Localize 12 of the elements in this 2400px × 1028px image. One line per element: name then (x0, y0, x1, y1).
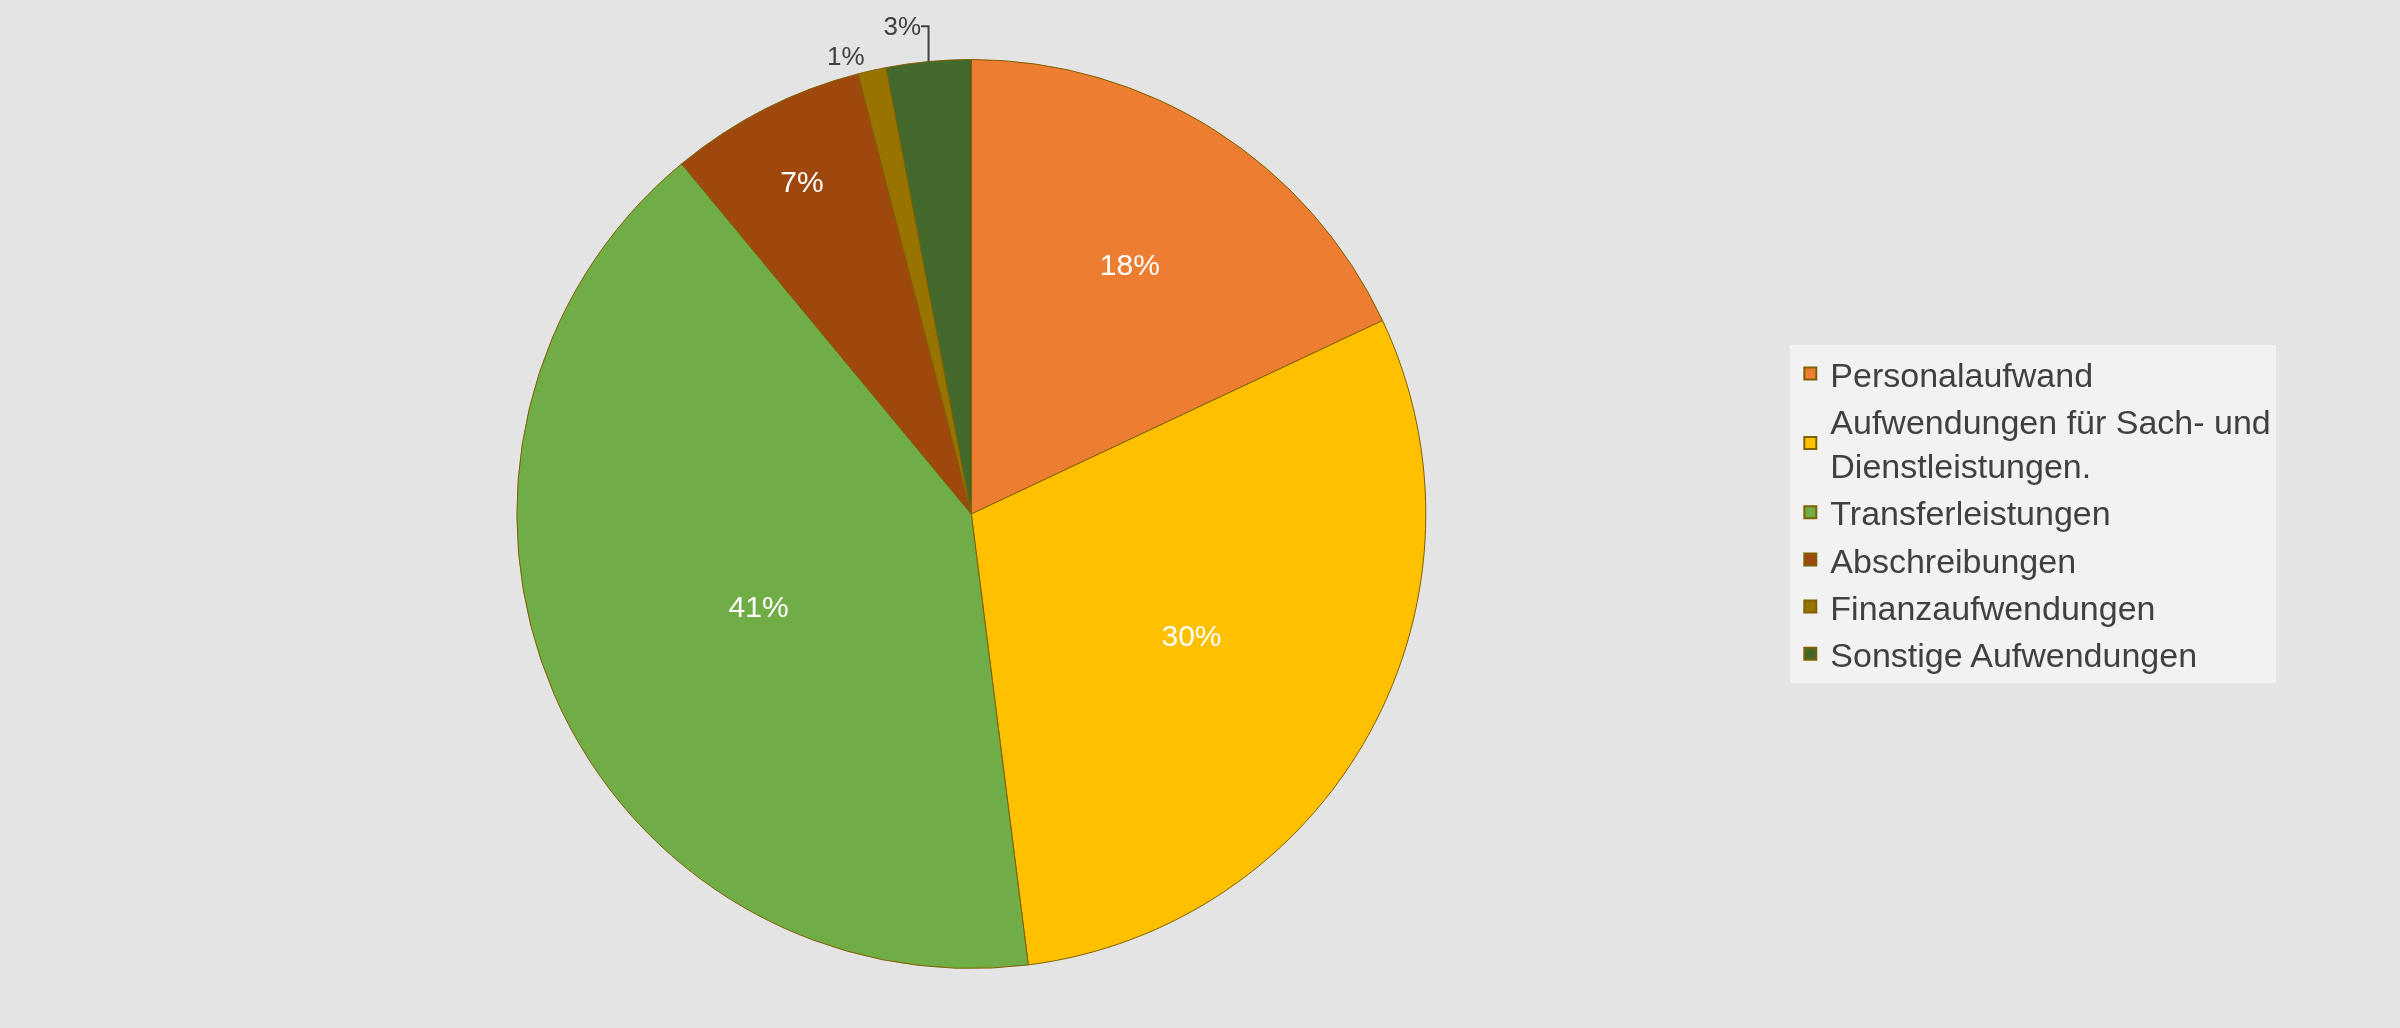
data-label: 30% (1161, 618, 1222, 652)
legend-label: Personalaufwand (1830, 355, 2094, 394)
data-label: 1% (827, 41, 865, 72)
legend-label: Transferleistungen (1830, 494, 2111, 533)
legend-label: Sonstige Aufwendungen (1830, 636, 2198, 675)
data-label: 7% (780, 165, 824, 199)
legend-label: Aufwendungen für Sach- und Dienstleistungen. (1830, 403, 2271, 486)
data-label: 3% (883, 11, 922, 42)
data-label: 41% (728, 589, 789, 623)
data-label: 18% (1099, 247, 1160, 281)
legend-label: Abschreibungen (1830, 541, 2077, 580)
legend-label: Finanzaufwendungen (1830, 588, 2156, 627)
